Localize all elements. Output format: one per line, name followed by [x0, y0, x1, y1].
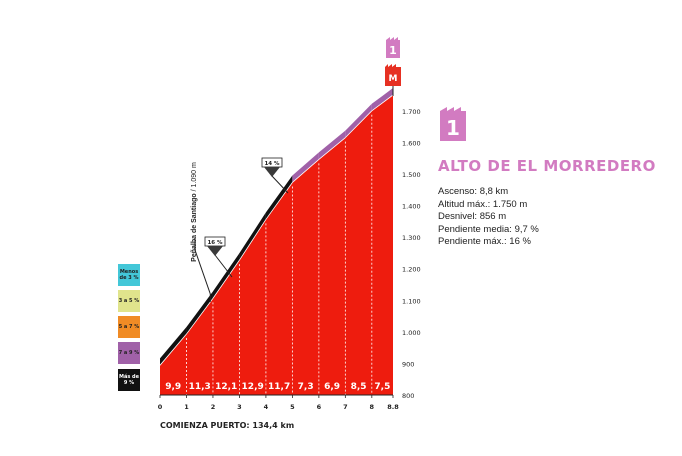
x-tick-label: 2 — [211, 403, 216, 411]
legend-swatch: 3 a 5 % — [118, 290, 140, 312]
x-tick-label: 4 — [264, 403, 269, 411]
segment-gradient-label: 6,9 — [324, 382, 340, 392]
max-gradient-wedge — [264, 167, 280, 177]
profile-edge — [265, 182, 293, 220]
gradient-band — [160, 327, 187, 366]
y-tick-label: 1.700 — [402, 108, 421, 116]
segment-gradient-label: 12,9 — [242, 382, 264, 392]
profile-edge — [239, 219, 267, 261]
x-tick-label: 1 — [184, 403, 189, 411]
segment-gradient-label: 11,7 — [268, 382, 290, 392]
pass-leader — [194, 249, 211, 295]
segment-gradient-label: 7,5 — [374, 382, 390, 392]
summit-flag — [385, 64, 401, 86]
x-tick-label: 8 — [370, 403, 375, 411]
summit-flag-letter: M — [389, 74, 398, 84]
category-badge-number: 1 — [446, 116, 460, 140]
summit-category-badge — [386, 37, 400, 58]
climb-name: ALTO DE EL MORREDERO — [438, 157, 656, 175]
y-tick-label: 1.600 — [402, 139, 421, 147]
legend-swatch: Más de 9 % — [118, 369, 140, 391]
profile-edge — [345, 110, 373, 138]
y-tick-label: 800 — [402, 392, 414, 400]
y-tick-label: 1.100 — [402, 297, 421, 305]
y-tick-label: 1.300 — [402, 234, 421, 242]
max-gradient-leader — [214, 254, 233, 278]
segment-gradient-label: 7,3 — [298, 382, 314, 392]
gradient-band — [265, 175, 293, 220]
pass-label: Peñalba de Santiago / 1.090 m — [191, 162, 198, 262]
category-badge: 1 — [440, 107, 466, 141]
gradient-band — [371, 88, 393, 111]
x-tick-label: 7 — [343, 403, 348, 411]
y-tick-label: 900 — [402, 360, 414, 368]
profile-edge — [186, 298, 214, 335]
climb-stats: Ascenso: 8,8 km Altitud máx.: 1.750 m De… — [438, 186, 539, 249]
stat-average-gradient: Pendiente media: 9,7 % — [438, 223, 539, 235]
stat-max-altitude: Altitud máx.: 1.750 m — [438, 198, 528, 210]
gradient-band — [345, 103, 372, 138]
stat-elevation-gain: Desnivel: 856 m — [438, 211, 507, 222]
gradient-band — [239, 212, 266, 261]
legend-swatch: 7 a 9 % — [118, 342, 140, 364]
gradient-band — [212, 253, 240, 299]
max-gradient-label: 16 % — [207, 240, 223, 246]
x-tick-label: 0 — [158, 403, 163, 411]
pass-name: Peñalba de Santiago — [191, 191, 198, 261]
profile-edge — [371, 94, 394, 112]
profile-edge — [292, 159, 320, 183]
gradient-band — [292, 152, 319, 183]
y-tick-label: 1.400 — [402, 203, 421, 211]
segment-gradient-label: 12,1 — [215, 382, 237, 392]
start-label: COMIENZA PUERTO: 134,4 km — [160, 421, 295, 430]
max-gradient-wedge — [207, 246, 223, 256]
segment-gradient-label: 11,3 — [189, 382, 211, 392]
max-gradient-leader — [271, 175, 289, 194]
gradient-band — [186, 291, 213, 335]
profile-area — [160, 95, 393, 395]
profile-edge — [212, 259, 240, 299]
summit-category-number: 1 — [389, 44, 397, 57]
y-tick-label: 1.500 — [402, 171, 421, 179]
gradient-band — [318, 130, 346, 160]
profile-edge — [159, 333, 187, 366]
x-tick-label: 5 — [290, 403, 295, 411]
pass-altitude: / 1.090 m — [191, 162, 198, 191]
max-gradient-label: 14 % — [264, 161, 280, 167]
y-tick-label: 1.000 — [402, 329, 421, 337]
profile-edge — [318, 137, 346, 160]
stat-max-gradient: Pendiente máx.: 16 % — [438, 236, 531, 247]
x-tick-label: 6 — [317, 403, 322, 411]
stat-ascent: Ascenso: 8,8 km — [438, 186, 509, 197]
y-tick-label: 1.200 — [402, 266, 421, 274]
legend-swatch: Menos de 3 % — [118, 264, 140, 286]
legend-swatch: 5 a 7 % — [118, 316, 140, 338]
x-tick-label: 3 — [237, 403, 242, 411]
segment-gradient-label: 8,5 — [351, 382, 367, 392]
x-tick-label: 8.8 — [387, 403, 399, 411]
segment-gradient-label: 9,9 — [165, 382, 181, 392]
